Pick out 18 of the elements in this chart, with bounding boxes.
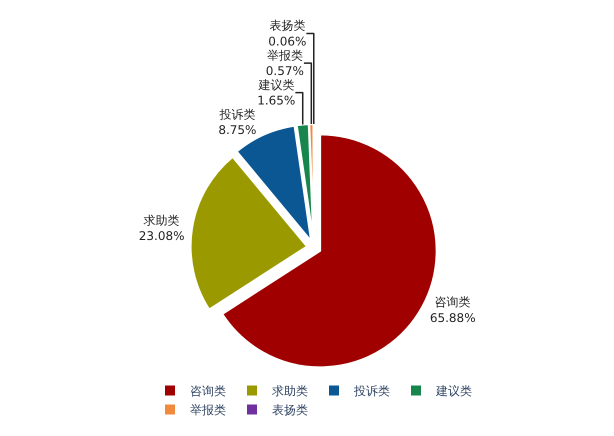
data-label: 0.57% — [266, 64, 304, 78]
slice-label: 咨询类 — [434, 295, 471, 310]
legend-label: 求助类 — [272, 384, 308, 398]
slice-label: 投诉类 — [218, 107, 256, 122]
legend-label: 建议类 — [435, 384, 472, 398]
data-label: 0.06% — [268, 34, 306, 48]
data-label: 23.08% — [138, 229, 185, 244]
slice-label: 求助类 — [144, 214, 180, 228]
legend-label: 表扬类 — [272, 403, 308, 418]
data-label: 65.88% — [430, 310, 476, 325]
legend-label: 投诉类 — [353, 384, 390, 398]
slice-label: 建议类 — [257, 78, 294, 92]
data-label: 8.75% — [218, 123, 256, 138]
slice-label: 表扬类 — [269, 18, 306, 33]
data-label: 1.65% — [257, 93, 296, 108]
slice-label: 举报类 — [266, 48, 303, 62]
legend-label: 举报类 — [190, 403, 226, 418]
legend-label: 咨询类 — [190, 384, 226, 398]
